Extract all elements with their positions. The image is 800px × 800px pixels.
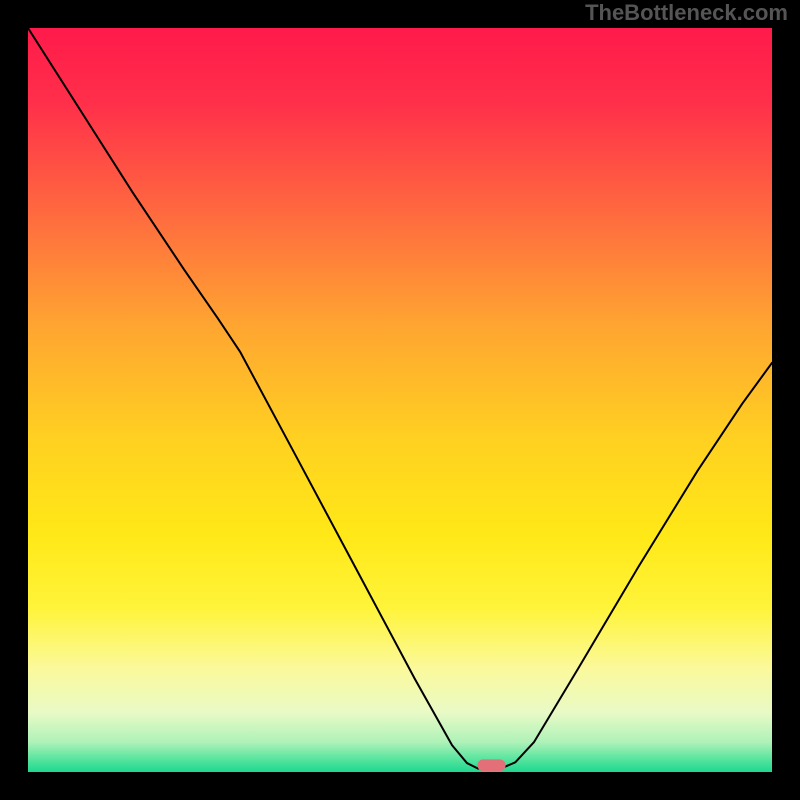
gradient-background bbox=[28, 28, 772, 772]
plot-area bbox=[28, 28, 772, 772]
watermark-text: TheBottleneck.com bbox=[585, 0, 788, 26]
